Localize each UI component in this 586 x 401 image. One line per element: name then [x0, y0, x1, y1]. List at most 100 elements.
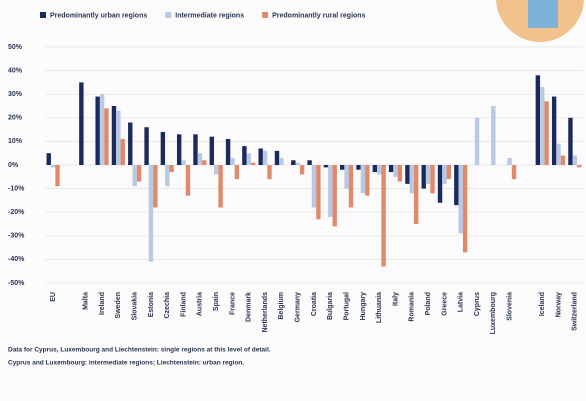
y-tick-label: -30% — [8, 233, 25, 240]
bar — [193, 134, 197, 165]
bar — [121, 139, 125, 165]
bar — [475, 118, 479, 165]
x-tick-label: Lithuania — [376, 292, 383, 323]
bar — [568, 118, 572, 165]
x-tick-label: Romania — [409, 292, 416, 322]
y-tick-label: -20% — [8, 209, 25, 216]
bar — [100, 94, 104, 165]
legend-label: Predominantly urban regions — [50, 12, 147, 19]
bar — [324, 165, 328, 167]
y-tick-label: 50% — [8, 44, 23, 51]
y-tick-label: 30% — [8, 91, 23, 98]
bar — [55, 165, 59, 186]
legend-label: Intermediate regions — [175, 12, 244, 19]
x-tick-label: Austria — [197, 292, 204, 316]
bar — [491, 106, 495, 165]
bar — [561, 156, 565, 165]
x-tick-label: Greece — [441, 292, 448, 316]
bar — [291, 160, 295, 165]
chart: Predominantly urban regions Intermediate … — [0, 0, 586, 401]
bar — [144, 127, 148, 165]
bar — [104, 108, 108, 165]
bar — [536, 75, 540, 165]
x-tick-label: Germany — [295, 292, 302, 322]
x-tick-label: Norway — [555, 292, 562, 317]
x-tick-label: Italy — [392, 292, 399, 306]
bar — [398, 165, 402, 182]
bar — [316, 165, 320, 219]
x-tick-label: Slovenia — [506, 292, 513, 321]
bar — [307, 160, 311, 165]
bar — [447, 165, 451, 179]
bar — [507, 158, 511, 165]
bar — [214, 165, 218, 174]
bar — [410, 165, 414, 193]
x-tick-label: Spain — [213, 292, 220, 311]
bar — [377, 165, 381, 174]
legend-swatch — [262, 12, 268, 18]
bar — [463, 165, 467, 252]
x-tick-label: France — [229, 292, 236, 315]
bar — [186, 165, 190, 196]
bar — [177, 134, 181, 165]
bar — [210, 137, 214, 165]
bar — [137, 165, 141, 182]
x-tick-label: Bulgaria — [327, 292, 334, 320]
bar — [247, 153, 251, 165]
bar — [230, 158, 234, 165]
bar — [312, 165, 316, 207]
x-tick-label: Iceland — [539, 292, 546, 316]
bar — [153, 165, 157, 207]
bar — [275, 151, 279, 165]
bar — [263, 151, 267, 165]
y-tick-label: -40% — [8, 256, 25, 263]
bar — [381, 165, 385, 266]
bar — [132, 165, 136, 186]
bar — [422, 165, 426, 189]
bar — [573, 156, 577, 165]
bar — [112, 106, 116, 165]
bar — [198, 153, 202, 165]
bar — [361, 165, 365, 193]
x-tick-label: Belgium — [278, 292, 285, 320]
bar — [169, 165, 173, 172]
x-tick-label: Hungary — [360, 292, 367, 321]
bar — [340, 165, 344, 170]
x-tick-label: Estonia — [148, 292, 155, 317]
bar — [279, 158, 283, 165]
y-tick-label: -50% — [8, 280, 25, 287]
bar — [414, 165, 418, 224]
bar — [454, 165, 458, 205]
bar — [405, 165, 409, 184]
x-tick-label: Portugal — [343, 292, 350, 320]
x-tick-label: Cyprus — [474, 292, 481, 316]
bar — [161, 132, 165, 165]
x-tick-label: Czechia — [164, 292, 171, 319]
y-tick-label: -10% — [8, 185, 25, 192]
bar — [430, 165, 434, 193]
bar — [181, 160, 185, 165]
y-tick-label: 40% — [8, 67, 23, 74]
x-tick-label: EU — [50, 292, 57, 302]
legend-swatch — [165, 12, 171, 18]
x-tick-label: Slovakia — [132, 292, 139, 321]
bar — [389, 165, 393, 172]
legend-swatch — [40, 12, 46, 18]
bar — [442, 165, 446, 184]
x-tick-label: Ireland — [99, 292, 106, 315]
legend: Predominantly urban regions Intermediate … — [40, 12, 366, 19]
bar — [344, 165, 348, 189]
bar — [328, 165, 332, 217]
bar — [51, 165, 55, 167]
bar — [300, 165, 304, 174]
bar — [540, 87, 544, 165]
bar — [295, 163, 299, 165]
bar — [251, 163, 255, 165]
bar — [218, 165, 222, 207]
bar — [356, 165, 360, 170]
x-tick-label: Luxembourg — [490, 292, 497, 334]
bar — [149, 165, 153, 262]
background — [0, 0, 586, 401]
bar — [79, 82, 83, 165]
bar — [365, 165, 369, 196]
